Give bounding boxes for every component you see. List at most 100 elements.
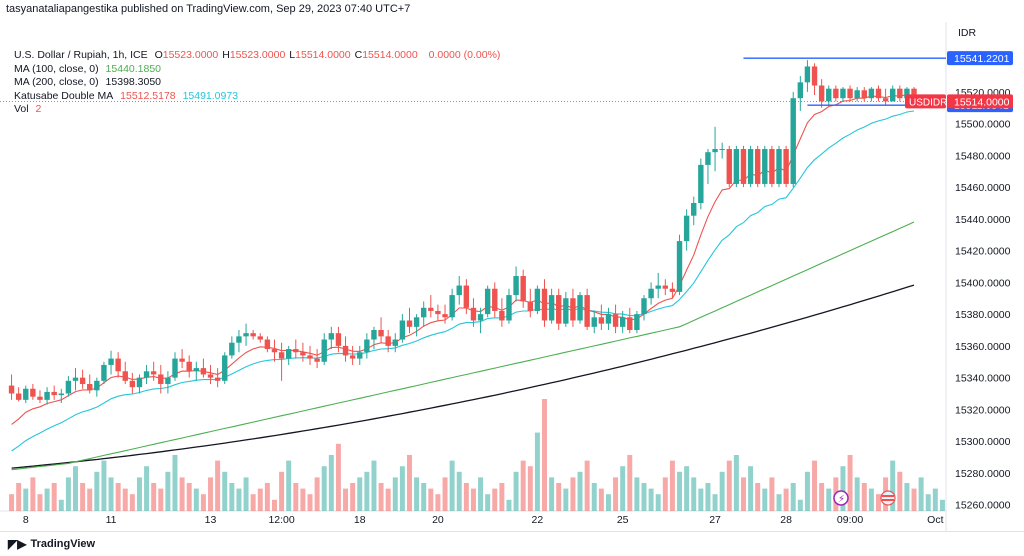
volume-bar bbox=[506, 499, 512, 511]
candle-body bbox=[513, 276, 519, 296]
volume-bar bbox=[179, 477, 185, 511]
tradingview-logo[interactable]: ◤▶ TradingView bbox=[8, 537, 95, 551]
tradingview-logo-icon: ◤▶ bbox=[8, 537, 27, 551]
volume-bar bbox=[698, 488, 704, 511]
volume-bar bbox=[271, 499, 277, 511]
us-flag-event-icon[interactable] bbox=[880, 490, 896, 506]
volume-bar bbox=[648, 488, 654, 511]
legend-ma200-label: MA (200, close, 0) bbox=[14, 76, 99, 88]
volume-bar bbox=[783, 488, 789, 511]
candle-body bbox=[115, 358, 121, 372]
volume-bar bbox=[492, 488, 498, 511]
volume-bar bbox=[144, 466, 150, 511]
time-tick-label: Oct bbox=[927, 514, 943, 526]
candle-body bbox=[385, 336, 391, 346]
chart-legend: U.S. Dollar / Rupiah, 1h, ICE O15523.000… bbox=[14, 49, 504, 117]
candle-body bbox=[577, 295, 583, 321]
candle-body bbox=[541, 288, 548, 321]
price-tick-label: 15460.0000 bbox=[955, 182, 1011, 194]
volume-bar bbox=[705, 483, 711, 511]
volume-bar bbox=[257, 488, 263, 511]
volume-bar bbox=[108, 477, 114, 511]
candle-body bbox=[51, 391, 57, 396]
symbol-tag-label: USDIDR bbox=[909, 97, 947, 108]
time-tick-label: 12:00 bbox=[268, 514, 294, 526]
candle-body bbox=[563, 298, 569, 324]
volume-bar bbox=[243, 477, 249, 511]
candle-body bbox=[94, 380, 100, 391]
last-price-tag bbox=[947, 94, 1013, 109]
candle-body bbox=[378, 330, 384, 337]
candle-body bbox=[193, 368, 200, 372]
candle-body bbox=[300, 352, 306, 356]
candle-body bbox=[200, 368, 207, 375]
legend-symbol-row: U.S. Dollar / Rupiah, 1h, ICE O15523.000… bbox=[14, 49, 504, 63]
candle-body bbox=[634, 314, 640, 331]
time-tick-label: 09:00 bbox=[837, 514, 863, 526]
legend-vol-label: Vol bbox=[14, 103, 29, 115]
candle-body bbox=[435, 310, 441, 315]
publisher-line: tasyanataliapangestika published on Trad… bbox=[6, 3, 411, 15]
candle-body bbox=[904, 88, 910, 99]
price-tick-label: 15300.0000 bbox=[955, 436, 1011, 448]
candle-body bbox=[840, 88, 846, 99]
candle-body bbox=[293, 349, 299, 353]
time-tick-label: 13 bbox=[205, 514, 217, 526]
candle-body bbox=[172, 358, 178, 378]
candle-body bbox=[897, 88, 903, 99]
candle-body bbox=[392, 339, 398, 346]
candle-body bbox=[421, 307, 427, 318]
lightning-glyph-icon: ⚡ bbox=[838, 494, 845, 505]
volume-bar bbox=[790, 483, 796, 511]
candle-body bbox=[15, 393, 22, 400]
volume-bar bbox=[897, 471, 903, 511]
volume-bar bbox=[478, 477, 484, 511]
candle-body bbox=[492, 288, 498, 311]
price-tick-label: 15480.0000 bbox=[955, 150, 1011, 162]
legend-vol-row[interactable]: Vol 2 bbox=[14, 103, 504, 117]
candle-body bbox=[591, 317, 597, 327]
lightning-event-icon[interactable] bbox=[833, 490, 849, 506]
price-chart[interactable]: IDR 15260.0000 15280.0000 15300.0000 15320.0… bbox=[0, 22, 1024, 531]
candle-body bbox=[861, 90, 867, 99]
volume-bar bbox=[861, 483, 867, 511]
volume-bar bbox=[236, 488, 242, 511]
candle-body bbox=[335, 333, 342, 346]
volume-bar bbox=[456, 471, 462, 511]
legend-katusabe-row[interactable]: Katusabe Double MA 15512.5178 15491.0973 bbox=[14, 90, 504, 104]
candle-body bbox=[207, 374, 214, 378]
candle-body bbox=[854, 90, 860, 99]
legend-ohlc-value-o: 15523.0000 bbox=[162, 49, 219, 61]
volume-bar bbox=[385, 488, 391, 511]
volume-bar bbox=[371, 460, 377, 511]
volume-bar bbox=[37, 494, 43, 511]
volume-bar bbox=[762, 488, 768, 511]
volume-bar bbox=[925, 494, 931, 511]
volume-bar bbox=[513, 471, 519, 511]
symbol-tag bbox=[905, 94, 946, 109]
legend-ma200-row[interactable]: MA (200, close, 0) 15398.3050 bbox=[14, 76, 504, 90]
volume-bar bbox=[364, 471, 370, 511]
level-price-label: 15541.2201 bbox=[954, 53, 1010, 65]
candle-body bbox=[23, 388, 29, 400]
candle-body bbox=[790, 98, 796, 184]
candle-body bbox=[705, 152, 711, 165]
candle-body bbox=[65, 380, 72, 394]
legend-ma100-row[interactable]: MA (100, close, 0) 15440.1850 bbox=[14, 63, 504, 77]
candle-body bbox=[58, 393, 64, 396]
chart-frame[interactable]: IDR 15260.0000 15280.0000 15300.0000 15320.0… bbox=[0, 22, 1024, 531]
candle-body bbox=[811, 66, 818, 86]
volume-bar bbox=[87, 488, 93, 511]
volume-bar bbox=[876, 494, 881, 511]
volume-bar bbox=[620, 466, 626, 511]
volume-bar bbox=[598, 488, 604, 511]
volume-bar bbox=[9, 494, 15, 511]
time-tick-label: 28 bbox=[780, 514, 792, 526]
volume-bar bbox=[584, 460, 590, 511]
candle-body bbox=[214, 377, 221, 381]
volume-bar bbox=[80, 483, 86, 511]
legend-ohlc-value-c: 15514.0000 bbox=[362, 49, 418, 61]
volume-bar bbox=[94, 471, 100, 511]
candle-body bbox=[108, 358, 114, 365]
us-flag-stripe-icon bbox=[882, 499, 894, 501]
